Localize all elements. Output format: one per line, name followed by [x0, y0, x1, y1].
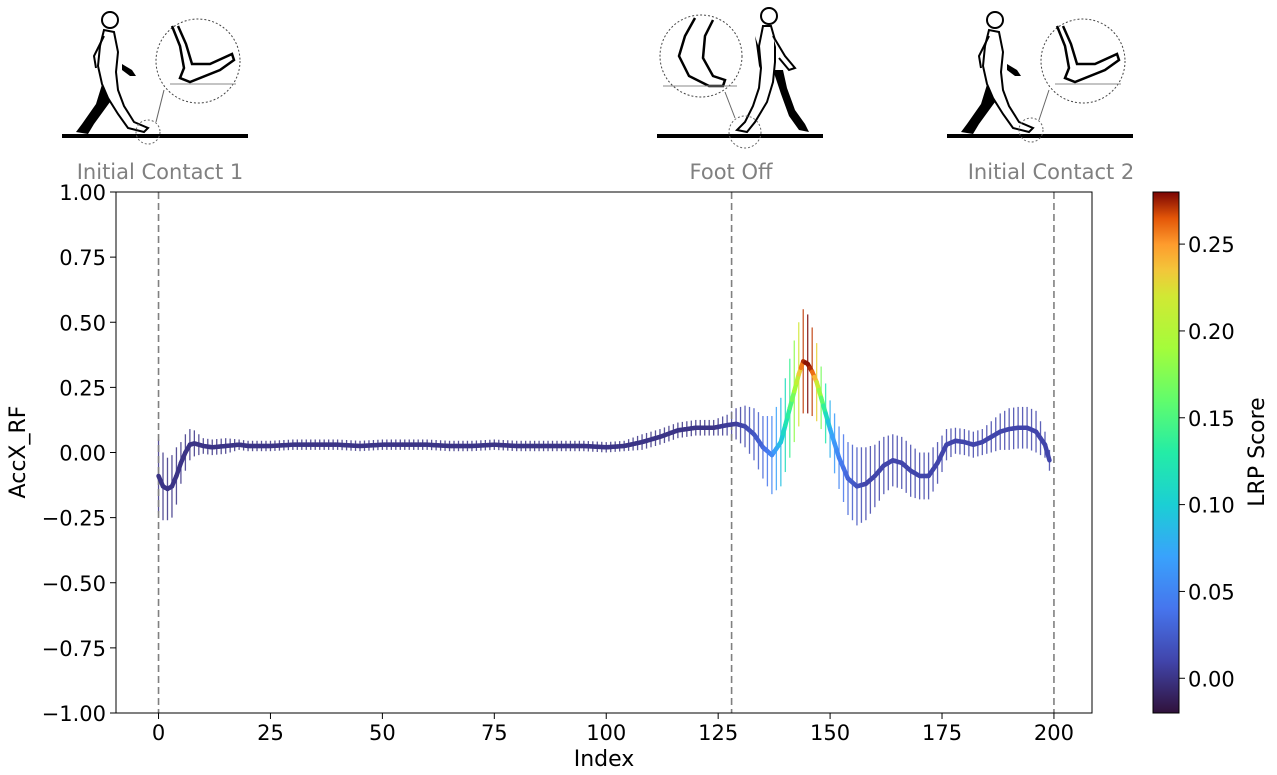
- x-tick-label: 150: [810, 721, 850, 745]
- colorbar-tick-label: 0.15: [1188, 407, 1235, 431]
- y-axis: 1.00 0.75 0.50 0.25 0.00 −0.25 −0.50 −0.75 −1.00: [42, 181, 116, 726]
- x-tick-label: 50: [369, 721, 396, 745]
- x-tick-label: 125: [698, 721, 738, 745]
- y-tick-label: −0.25: [42, 507, 106, 531]
- y-tick-label: −0.75: [42, 637, 106, 661]
- colorbar-tick-label: 0.05: [1188, 580, 1235, 604]
- line-segment: [1044, 450, 1052, 463]
- y-tick-label: 0.75: [59, 246, 106, 270]
- colorbar-axis: 0.00 0.05 0.10 0.15 0.20 0.25: [1179, 233, 1235, 691]
- phase-label-initial-contact-1: Initial Contact 1: [76, 160, 244, 184]
- walking-figure-heel-strike-icon: [945, 6, 1135, 151]
- x-axis: 0 25 50 75 100 125 150 175 200: [152, 713, 1074, 745]
- x-tick-label: 100: [586, 721, 626, 745]
- phase-label-foot-off: Foot Off: [689, 160, 773, 184]
- x-tick-label: 0: [152, 721, 165, 745]
- walking-figure-heel-strike-icon: [60, 6, 250, 151]
- x-tick-label: 25: [257, 721, 284, 745]
- y-tick-label: −0.50: [42, 572, 106, 596]
- plot-frame: [115, 191, 1093, 714]
- phase-label-initial-contact-2: Initial Contact 2: [967, 160, 1135, 184]
- colorbar-tick-label: 0.10: [1188, 494, 1235, 518]
- colorbar: [1152, 191, 1180, 714]
- walking-figure-toe-off-icon: [655, 6, 825, 151]
- x-tick-label: 200: [1034, 721, 1074, 745]
- y-axis-label: AccX_RF: [6, 406, 31, 499]
- colorbar-label: LRP Score: [1245, 397, 1270, 506]
- colorbar-tick-label: 0.25: [1188, 233, 1235, 257]
- x-axis-label: Index: [574, 747, 635, 772]
- error-bars: [157, 309, 1051, 526]
- x-tick-label: 75: [481, 721, 508, 745]
- y-tick-label: 0.00: [59, 442, 106, 466]
- event-lines: [157, 192, 1055, 713]
- y-tick-label: 0.25: [59, 376, 106, 400]
- y-tick-label: 1.00: [59, 181, 106, 205]
- colorbar-tick-label: 0.00: [1188, 667, 1235, 691]
- y-tick-label: 0.50: [59, 311, 106, 335]
- colorbar-tick-label: 0.20: [1188, 320, 1235, 344]
- series-line: [156, 359, 1052, 492]
- y-tick-label: −1.00: [42, 702, 106, 726]
- x-tick-label: 175: [922, 721, 962, 745]
